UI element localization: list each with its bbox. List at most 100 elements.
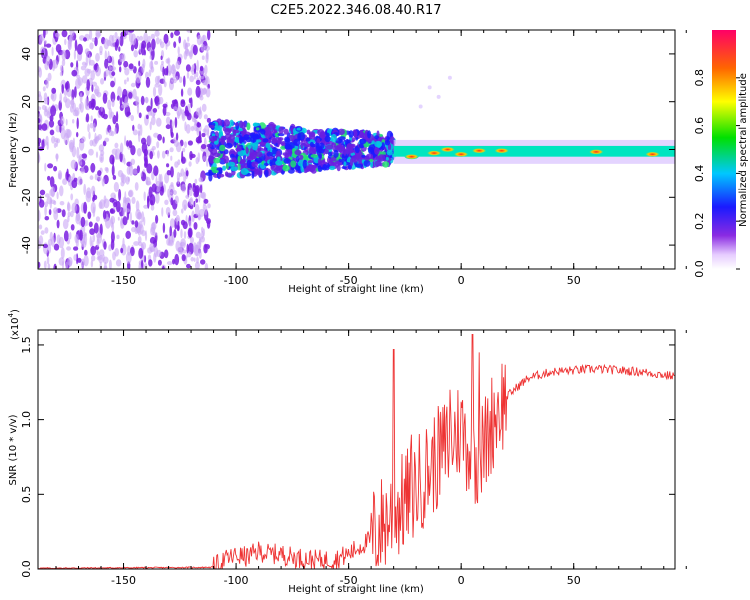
noise-blob [177, 220, 180, 231]
noise-blob [110, 42, 116, 48]
energy-blob [276, 156, 281, 161]
noise-blob [86, 79, 90, 91]
noise-blob [145, 76, 151, 88]
energy-blob [232, 129, 240, 134]
noise-blob [182, 147, 186, 153]
noise-blob [61, 209, 66, 218]
noise-blob [184, 141, 187, 149]
noise-blob [154, 96, 160, 104]
energy-blob [359, 132, 365, 136]
noise-blob [66, 88, 72, 97]
noise-blob [98, 201, 103, 210]
noise-blob [198, 177, 204, 183]
energy-blob [229, 119, 234, 127]
noise-blob [196, 256, 199, 264]
noise-blob [46, 256, 50, 265]
energy-blob [240, 168, 249, 175]
y-tick-label: 0.5 [20, 486, 33, 504]
noise-blob [188, 97, 192, 104]
noise-blob [201, 226, 204, 233]
noise-blob [183, 50, 188, 60]
energy-blob [324, 135, 331, 142]
energy-blob [353, 129, 358, 138]
energy-blob [237, 162, 241, 171]
noise-blob [178, 76, 183, 83]
noise-blob [157, 134, 163, 141]
noise-blob [128, 140, 133, 149]
energy-blob [361, 154, 366, 158]
noise-blob [47, 163, 54, 169]
noise-blob [71, 69, 78, 77]
noise-blob [170, 131, 174, 138]
noise-blob [164, 111, 171, 117]
noise-blob [104, 58, 109, 69]
energy-blob [273, 167, 282, 174]
energy-blob [317, 146, 323, 153]
energy-blob [211, 133, 216, 137]
spectrogram-panel: -150 -100 -50 0 50 -40 -20 0 20 40 Height of stra… [8, 29, 687, 295]
noise-blob [183, 231, 187, 239]
noise-blob [181, 183, 187, 193]
energy-blob [337, 128, 345, 135]
noise-blob [38, 209, 41, 222]
energy-blob [224, 127, 231, 135]
noise-blob [194, 244, 200, 257]
y-tick-label: 0 [20, 146, 33, 153]
energy-blob [206, 143, 212, 148]
spectrogram-ticks: -150 -100 -50 0 50 -40 -20 0 20 40 [20, 30, 687, 287]
noise-blob [89, 42, 94, 50]
energy-blob [308, 131, 316, 138]
energy-blob [277, 133, 285, 137]
noise-blob [73, 246, 79, 251]
noise-blob [187, 36, 190, 42]
noise-blob [122, 237, 125, 250]
energy-blob [285, 147, 293, 156]
noise-blob [56, 219, 60, 229]
snr-multiplier-open: (x10 [10, 317, 21, 340]
energy-blob [223, 119, 230, 127]
noise-blob [206, 117, 211, 123]
noise-blob [188, 220, 192, 228]
noise-blob [151, 183, 157, 193]
noise-blob [148, 186, 153, 198]
noise-blob [95, 52, 100, 62]
energy-blob [296, 127, 301, 131]
noise-blob [94, 132, 97, 144]
noise-blob [98, 254, 104, 264]
noise-blob [199, 184, 203, 194]
noise-blob [83, 183, 87, 196]
energy-blob [256, 139, 262, 143]
noise-blob [51, 87, 57, 94]
noise-blob [81, 75, 88, 84]
noise-blob [204, 262, 209, 269]
noise-blob [164, 249, 169, 259]
noise-blob [170, 155, 173, 161]
noise-blob [140, 43, 145, 56]
noise-blob [114, 153, 118, 160]
spectrogram-image [38, 30, 675, 269]
noise-blob [89, 30, 93, 40]
energy-blob [315, 142, 320, 149]
energy-blob [377, 154, 386, 162]
noise-blob [124, 191, 127, 203]
noise-blob [191, 64, 195, 70]
noise-blob [60, 247, 65, 260]
energy-blob [278, 126, 284, 134]
noise-blob [66, 168, 69, 178]
noise-blob [166, 238, 171, 246]
x-tick-label: -50 [340, 274, 358, 287]
noise-blob [164, 199, 169, 205]
faint-blob [418, 104, 423, 109]
noise-blob [129, 211, 132, 223]
noise-blob [131, 33, 137, 46]
noise-blob [89, 228, 95, 236]
y-tick-label: -40 [20, 236, 33, 254]
noise-blob [92, 196, 95, 202]
noise-blob [84, 97, 89, 110]
carrier-band [393, 145, 675, 157]
noise-blob [141, 63, 145, 74]
noise-blob [176, 106, 182, 117]
noise-blob [70, 224, 75, 231]
noise-blob [196, 34, 202, 46]
noise-blob [173, 106, 178, 111]
